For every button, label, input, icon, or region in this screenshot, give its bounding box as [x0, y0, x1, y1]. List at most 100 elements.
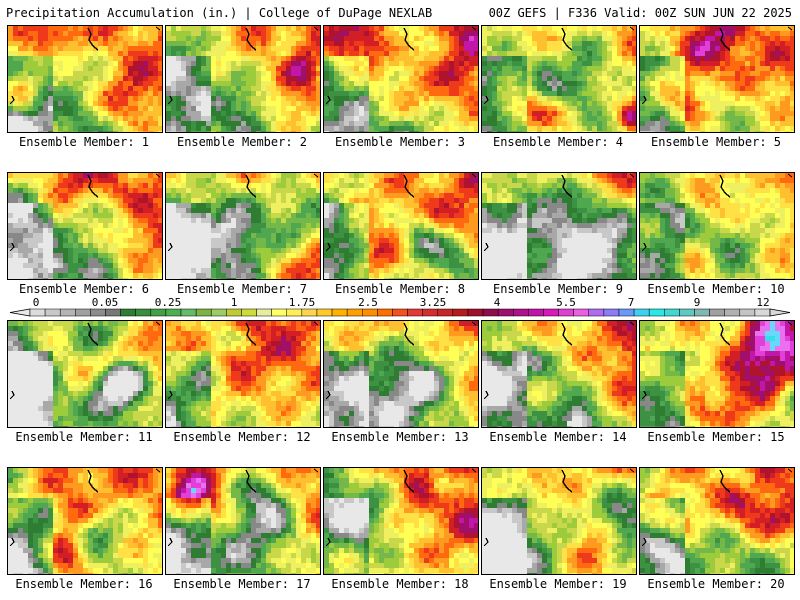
- scale-color-swatch: [513, 308, 529, 317]
- scale-color-swatch: [467, 308, 484, 317]
- coastline-line: [245, 174, 257, 198]
- model-run-valid-time: 00Z GEFS | F336 Valid: 00Z SUN JUN 22 20…: [488, 6, 792, 20]
- coastline-line: [561, 322, 573, 346]
- ensemble-member-caption: Ensemble Member: 9: [492, 282, 624, 296]
- coastline-line: [641, 537, 647, 547]
- ensemble-member-map: [165, 25, 321, 133]
- coastline-line: [245, 27, 257, 51]
- coastline-line: [483, 242, 489, 252]
- ensemble-member-caption: Ensemble Member: 15: [647, 430, 785, 444]
- scale-color-swatch: [135, 308, 152, 317]
- scale-color-swatch: [256, 308, 272, 317]
- scale-tick-label: 7: [628, 296, 635, 309]
- coastline-line: [245, 322, 257, 346]
- ensemble-member-caption: Ensemble Member: 8: [334, 282, 466, 296]
- ensemble-member-map: [7, 172, 163, 280]
- ensemble-member-caption: Ensemble Member: 4: [492, 135, 624, 149]
- scale-color-swatch: [528, 308, 544, 317]
- scale-color-swatch: [90, 308, 106, 317]
- coastline-line: [403, 469, 415, 493]
- coastline-line: [313, 468, 319, 473]
- coastline-line: [155, 468, 161, 473]
- ensemble-member-caption: Ensemble Member: 5: [650, 135, 782, 149]
- coastline-line: [561, 174, 573, 198]
- scale-color-swatch: [226, 308, 242, 317]
- ensemble-member-map: [639, 25, 795, 133]
- coastline-line: [87, 174, 99, 198]
- coastline-line: [155, 26, 161, 31]
- coastline-line: [787, 173, 793, 178]
- ensemble-member-map: [165, 172, 321, 280]
- scale-color-swatch: [618, 308, 635, 317]
- coastline-line: [313, 321, 319, 326]
- scale-color-swatch: [331, 308, 348, 317]
- coastline-line: [167, 537, 173, 547]
- scale-color-swatch: [543, 308, 559, 317]
- coastline-line: [629, 173, 635, 178]
- scale-color-swatch: [739, 308, 756, 317]
- scale-color-swatch: [210, 308, 227, 317]
- scale-max-arrow: [769, 308, 791, 317]
- coastline-line: [87, 322, 99, 346]
- scale-color-swatch: [633, 308, 650, 317]
- ensemble-member-map: [323, 467, 479, 575]
- scale-color-swatch: [422, 308, 439, 317]
- coastline-line: [787, 26, 793, 31]
- coastline-line: [167, 390, 173, 400]
- scale-tick-label: 1.75: [289, 296, 316, 309]
- ensemble-member-map: [7, 467, 163, 575]
- scale-color-swatch: [316, 308, 333, 317]
- coastline-line: [9, 390, 15, 400]
- ensemble-member-caption: Ensemble Member: 14: [489, 430, 627, 444]
- scale-color-swatch: [664, 308, 680, 317]
- scale-tick-label: 1: [231, 296, 238, 309]
- coastline-line: [561, 27, 573, 51]
- coastline-line: [9, 95, 15, 105]
- ensemble-member-caption: Ensemble Member: 3: [334, 135, 466, 149]
- ensemble-member-caption: Ensemble Member: 19: [489, 577, 627, 591]
- coastline-line: [403, 322, 415, 346]
- ensemble-member-map: [323, 172, 479, 280]
- scale-color-swatch: [105, 308, 121, 317]
- coastline-line: [245, 469, 257, 493]
- map-title: Precipitation Accumulation (in.) | Colle…: [6, 6, 433, 20]
- coastline-line: [471, 173, 477, 178]
- ensemble-member-map: [481, 172, 637, 280]
- scale-color-swatch: [271, 308, 287, 317]
- coastline-line: [483, 95, 489, 105]
- scale-color-swatch: [44, 308, 61, 317]
- coastline-line: [483, 537, 489, 547]
- coastline-line: [629, 321, 635, 326]
- scale-color-swatch: [29, 308, 46, 317]
- scale-color-swatch: [195, 308, 212, 317]
- ensemble-member-map: [323, 320, 479, 428]
- scale-color-swatch: [497, 308, 514, 317]
- coastline-line: [641, 242, 647, 252]
- coastline-line: [719, 469, 731, 493]
- scale-tick-label: 2.5: [358, 296, 378, 309]
- scale-tick-label: 0: [33, 296, 40, 309]
- scale-color-swatch: [709, 308, 725, 317]
- scale-color-swatch: [301, 308, 318, 317]
- coastline-line: [325, 390, 331, 400]
- scale-tick-label: 9: [694, 296, 701, 309]
- precipitation-color-scale: 0 0.05 0.25 1 1.75 2.5 3.25 4 5.5 7 9 12: [0, 296, 800, 318]
- ensemble-member-caption: Ensemble Member: 11: [15, 430, 153, 444]
- ensemble-member-map: [481, 467, 637, 575]
- ensemble-member-caption: Ensemble Member: 7: [176, 282, 308, 296]
- coastline-line: [719, 174, 731, 198]
- coastline-line: [629, 26, 635, 31]
- scale-color-swatch: [694, 308, 710, 317]
- coastline-line: [313, 26, 319, 31]
- ensemble-member-map: [323, 25, 479, 133]
- ensemble-member-map: [7, 25, 163, 133]
- coastline-line: [561, 469, 573, 493]
- scale-color-swatch: [603, 308, 620, 317]
- scale-color-swatch: [165, 308, 182, 317]
- ensemble-member-caption: Ensemble Member: 18: [331, 577, 469, 591]
- ensemble-member-map: [165, 467, 321, 575]
- scale-color-swatch: [346, 308, 363, 317]
- coastline-line: [9, 537, 15, 547]
- scale-tick-label: 3.25: [420, 296, 447, 309]
- scale-color-swatch: [392, 308, 408, 317]
